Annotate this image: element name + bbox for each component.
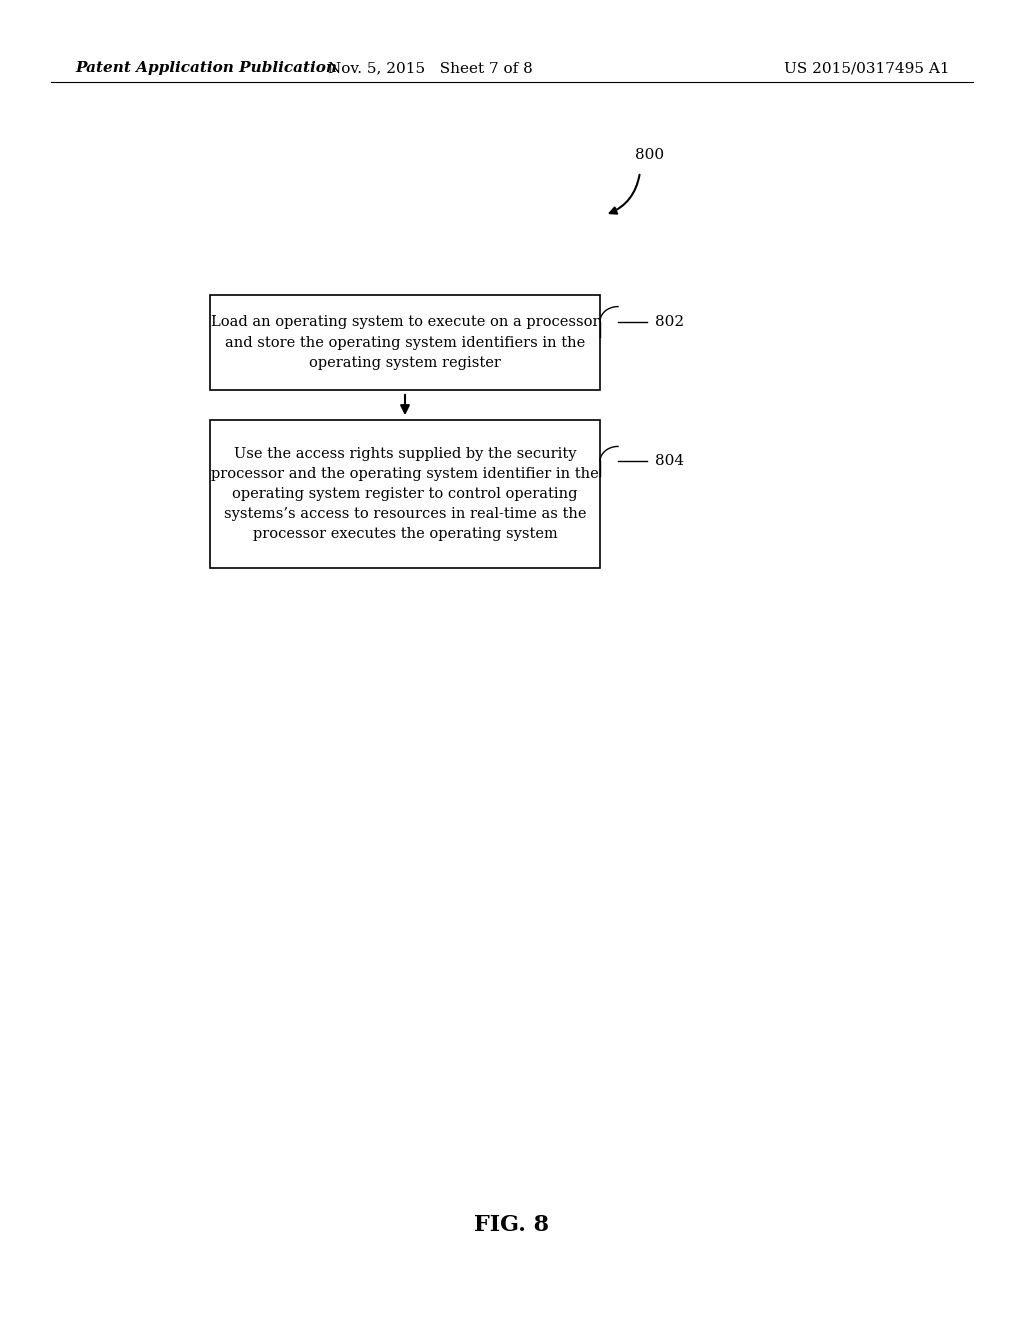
Bar <box>210 420 600 568</box>
Text: Nov. 5, 2015   Sheet 7 of 8: Nov. 5, 2015 Sheet 7 of 8 <box>328 61 532 75</box>
Text: Load an operating system to execute on a processor
and store the operating syste: Load an operating system to execute on a… <box>211 315 599 370</box>
Text: 800: 800 <box>636 148 665 162</box>
Text: FIG. 8: FIG. 8 <box>474 1214 550 1236</box>
Bar <box>210 294 600 389</box>
Text: Use the access rights supplied by the security
processor and the operating syste: Use the access rights supplied by the se… <box>211 447 599 541</box>
Text: US 2015/0317495 A1: US 2015/0317495 A1 <box>784 61 950 75</box>
Text: 804: 804 <box>655 454 684 469</box>
Text: Patent Application Publication: Patent Application Publication <box>75 61 337 75</box>
Text: 802: 802 <box>655 314 684 329</box>
